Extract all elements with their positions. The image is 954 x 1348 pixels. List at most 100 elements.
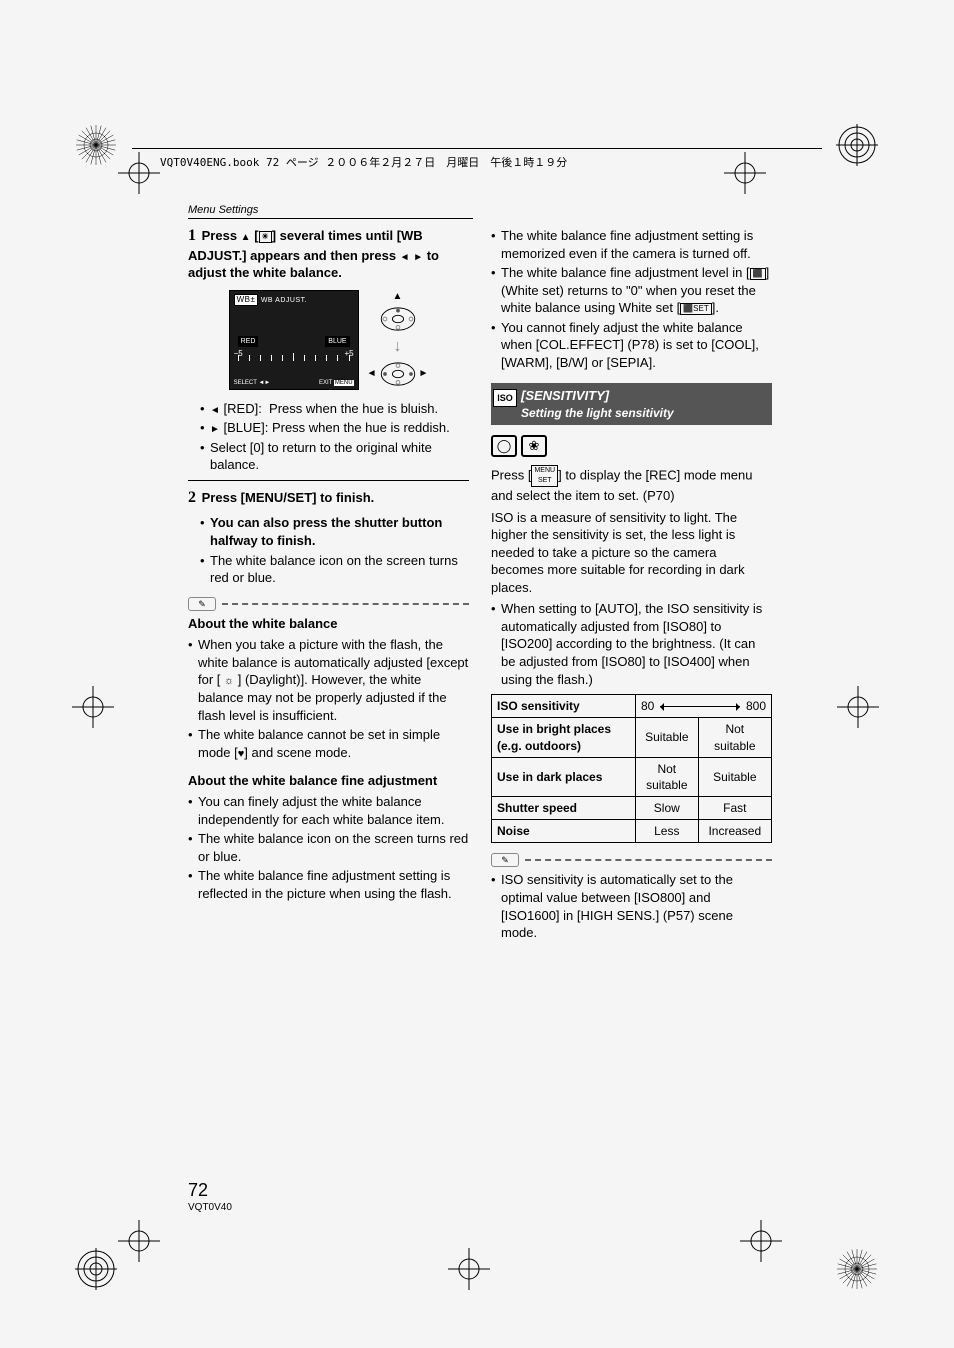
step1-heading: 1 Press [☀] several times until [WB ADJU… [188,225,469,282]
sensitivity-para2: ISO is a measure of sensitivity to light… [491,509,772,597]
sensitivity-para1: Press [MENUSET] to display the [REC] mod… [491,465,772,505]
print-registration-mark [75,1248,117,1290]
header-rule [132,148,822,149]
step2-sub1: •You can also press the shutter button h… [200,514,469,549]
td-not-suitable-2: Notsuitable [636,757,699,796]
th-iso: ISO sensitivity [492,695,636,718]
daylight-icon: ☼ [224,675,234,687]
wb-bullet-2: • The white balance cannot be set in sim… [188,726,469,761]
banner-title: [SENSITIVITY] [521,387,764,405]
table-row: Noise Less Increased [492,820,772,843]
banner-subtitle: Setting the light sensitivity [521,405,764,421]
step1-text-a: Press [202,228,241,243]
camera-mode-icon: ◯ [491,435,517,457]
auto-bullet: •When setting to [AUTO], the ISO sensiti… [491,600,772,688]
left-tri-icon [210,401,220,416]
right-column: •The white balance fine adjustment setti… [491,225,772,944]
td-slow: Slow [636,797,699,820]
right-triangle-icon [413,248,423,263]
th-noise: Noise [492,820,636,843]
step1-number: 1 [188,227,196,244]
whiteset-set-icon: ⬛SET [680,303,712,315]
th-dark: Use in dark places [492,757,636,796]
step2-heading: 2 Press [MENU/SET] to finish. [188,487,469,509]
td-fast: Fast [698,797,771,820]
fine-bullet-1: •You can finely adjust the white balance… [188,793,469,828]
print-registration-mark [837,686,879,728]
step-divider [188,480,469,481]
print-registration-mark [118,1220,160,1262]
wb-adjust-figure: WB± WB ADJUST. RED BLUE −5 +5 SELECT ◄► … [214,290,444,390]
range-arrow-icon [660,706,740,707]
page-number: 72 [188,1180,208,1201]
table-row: Use in dark places Notsuitable Suitable [492,757,772,796]
step2-number: 2 [188,489,196,506]
td-suitable-2: Suitable [698,757,771,796]
print-registration-mark [836,1248,878,1290]
dpad-right-tri-icon: ► [419,369,429,379]
print-registration-mark [72,686,114,728]
table-row: Shutter speed Slow Fast [492,797,772,820]
about-wb-heading: About the white balance [188,615,469,633]
fine-bullet-2: •The white balance icon on the screen tu… [188,830,469,865]
td-range: 80 800 [636,695,772,718]
wb-scale [238,353,350,361]
note-divider-1: ✎ [188,597,469,611]
up-triangle-icon [241,228,251,243]
macro-mode-icon: ❀ [521,435,547,457]
wb-red-label: RED [238,336,259,347]
section-label: Menu Settings [188,204,258,216]
sensitivity-banner: ISO [SENSITIVITY] Setting the light sens… [491,383,772,425]
step2-text: Press [MENU/SET] to finish. [202,490,375,505]
about-fine-heading: About the white balance fine adjustment [188,772,469,790]
fine-bullet-3: •The white balance fine adjustment setti… [188,867,469,902]
td-suitable: Suitable [636,718,699,757]
step1-text-b: [ [251,228,259,243]
td-not-suitable: Notsuitable [698,718,771,757]
table-row: Use in bright places(e.g. outdoors) Suit… [492,718,772,757]
print-registration-mark [836,124,878,166]
right-bullet-3: •You cannot finely adjust the white bala… [491,319,772,372]
print-registration-mark [724,152,766,194]
mode-icons: ◯ ❀ [491,435,772,457]
table-row: ISO sensitivity 80 800 [492,695,772,718]
td-increased: Increased [698,820,771,843]
print-registration-mark [740,1220,782,1262]
header-book-info: VQT0V40ENG.book 72 ページ ２００６年２月２７日 月曜日 午後… [160,154,567,170]
note-divider-2: ✎ [491,853,772,867]
wb-bullet-1: • When you take a picture with the flash… [188,636,469,724]
wb-blue-label: BLUE [325,336,349,347]
right-bullet-2: • The white balance fine adjustment leve… [491,264,772,317]
dpad-illustration: ▲ ↓ ◄ ► [367,292,429,388]
right-bullet-1: •The white balance fine adjustment setti… [491,227,772,262]
heart-icon: ♥ [238,748,245,760]
content-columns: 1 Press [☀] several times until [WB ADJU… [188,225,772,944]
doc-id: VQT0V40 [188,1202,232,1213]
left-column: 1 Press [☀] several times until [WB ADJU… [188,225,469,944]
dpad-top-icon [379,306,417,332]
foot-bullet: •ISO sensitivity is automatically set to… [491,871,772,941]
step2-sub2: •The white balance icon on the screen tu… [200,552,469,587]
print-registration-mark [75,124,117,166]
td-less: Less [636,820,699,843]
dpad-bottom-icon [379,361,417,387]
dpad-up-icon: ▲ [393,292,403,302]
iso-box-icon: ISO [493,389,517,407]
wb-screen: WB± WB ADJUST. RED BLUE −5 +5 SELECT ◄► … [229,290,359,390]
menu-set-icon: MENUSET [531,465,558,487]
th-shutter: Shutter speed [492,797,636,820]
print-registration-mark [448,1248,490,1290]
print-registration-mark [118,152,160,194]
select0-bullet: •Select [0] to return to the original wh… [200,439,469,474]
down-arrow-icon: ↓ [394,336,402,358]
whiteset-icon: ⬛ [750,268,766,280]
exposure-icon: ☀ [259,231,272,243]
right-tri-icon [210,420,220,435]
dpad-left-tri-icon: ◄ [367,369,377,379]
iso-table: ISO sensitivity 80 800 Use in bright pla… [491,694,772,843]
left-triangle-icon [400,248,410,263]
wb-footer: SELECT ◄► EXIT MENU [230,379,358,387]
note-icon-2: ✎ [491,853,519,867]
th-bright: Use in bright places(e.g. outdoors) [492,718,636,757]
wb-screen-title: WB± WB ADJUST. [234,294,307,306]
